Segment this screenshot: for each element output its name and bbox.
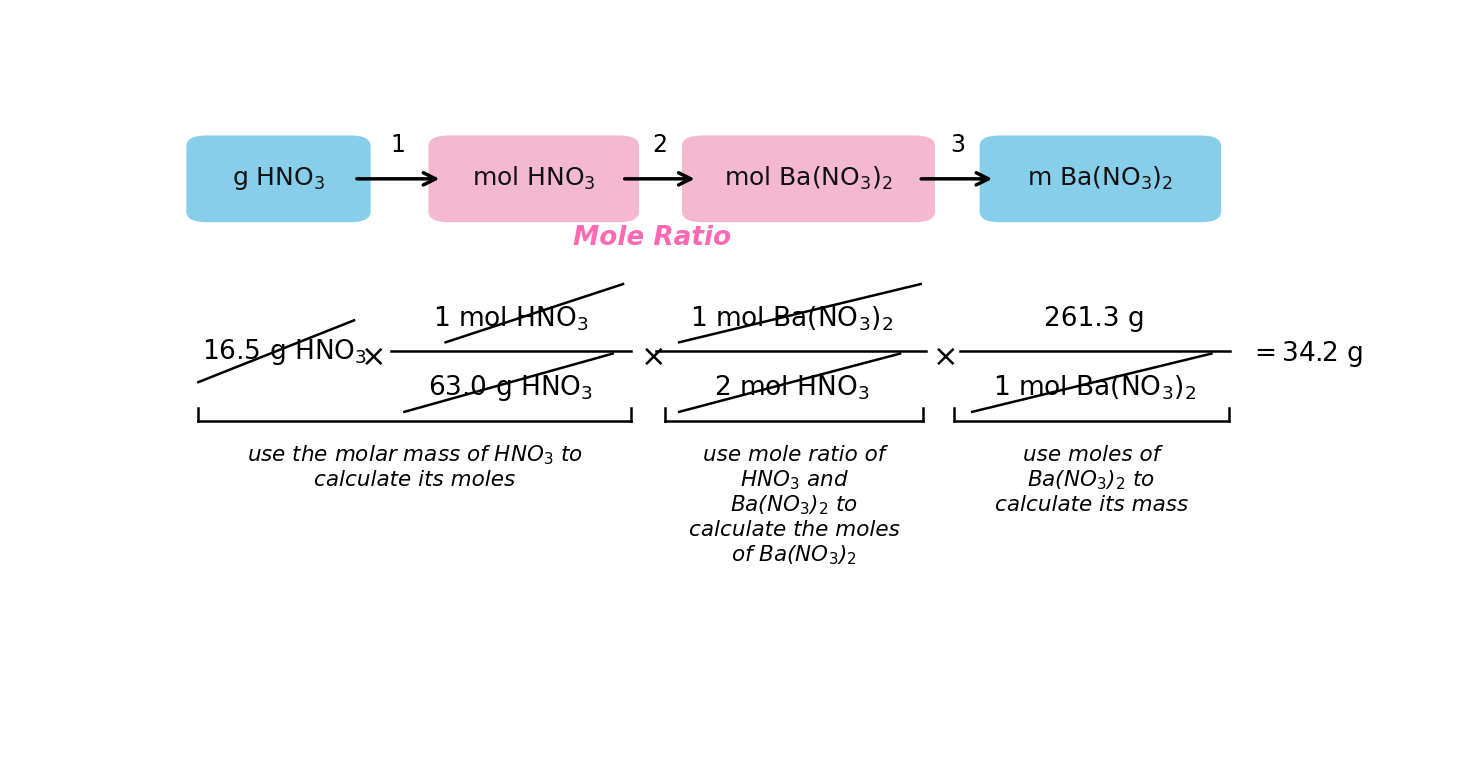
Text: Mole Ratio: Mole Ratio [573, 225, 731, 251]
Text: use moles of: use moles of [1022, 445, 1159, 466]
Text: m Ba(NO$_3$)$_2$: m Ba(NO$_3$)$_2$ [1027, 165, 1174, 192]
Text: mol Ba(NO$_3$)$_2$: mol Ba(NO$_3$)$_2$ [724, 165, 892, 192]
Text: 2 mol HNO$_3$: 2 mol HNO$_3$ [713, 374, 868, 402]
Text: 261.3 g: 261.3 g [1044, 306, 1145, 331]
Text: 3: 3 [950, 133, 964, 157]
Text: $= 34.2$ g: $= 34.2$ g [1250, 339, 1363, 368]
Text: 1 mol HNO$_3$: 1 mol HNO$_3$ [433, 304, 589, 333]
FancyBboxPatch shape [186, 135, 371, 222]
Text: calculate its moles: calculate its moles [315, 470, 515, 490]
FancyBboxPatch shape [979, 135, 1221, 222]
FancyBboxPatch shape [428, 135, 640, 222]
Text: Ba(NO$_3$)$_2$ to: Ba(NO$_3$)$_2$ to [730, 493, 858, 517]
Text: 2: 2 [653, 133, 668, 157]
Text: 1 mol Ba(NO$_3$)$_2$: 1 mol Ba(NO$_3$)$_2$ [690, 304, 892, 333]
Text: $\times$: $\times$ [640, 343, 663, 371]
Text: 16.5 g HNO$_3$: 16.5 g HNO$_3$ [202, 337, 366, 367]
Text: calculate the moles: calculate the moles [688, 520, 899, 540]
Text: g HNO$_3$: g HNO$_3$ [232, 165, 325, 192]
FancyBboxPatch shape [682, 135, 935, 222]
Text: 1 mol Ba(NO$_3$)$_2$: 1 mol Ba(NO$_3$)$_2$ [993, 374, 1196, 402]
Text: HNO$_3$ and: HNO$_3$ and [740, 469, 849, 492]
Text: 1: 1 [390, 133, 405, 157]
Text: use the molar mass of HNO$_3$ to: use the molar mass of HNO$_3$ to [247, 443, 582, 467]
Text: mol HNO$_3$: mol HNO$_3$ [471, 165, 595, 192]
Text: $\times$: $\times$ [932, 343, 956, 371]
Text: of Ba(NO$_3$)$_2$: of Ba(NO$_3$)$_2$ [731, 543, 857, 567]
Text: calculate its mass: calculate its mass [994, 495, 1188, 515]
Text: use mole ratio of: use mole ratio of [703, 445, 885, 466]
Text: Ba(NO$_3$)$_2$ to: Ba(NO$_3$)$_2$ to [1027, 469, 1155, 492]
Text: 63.0 g HNO$_3$: 63.0 g HNO$_3$ [428, 373, 594, 403]
Text: $\times$: $\times$ [359, 343, 383, 371]
